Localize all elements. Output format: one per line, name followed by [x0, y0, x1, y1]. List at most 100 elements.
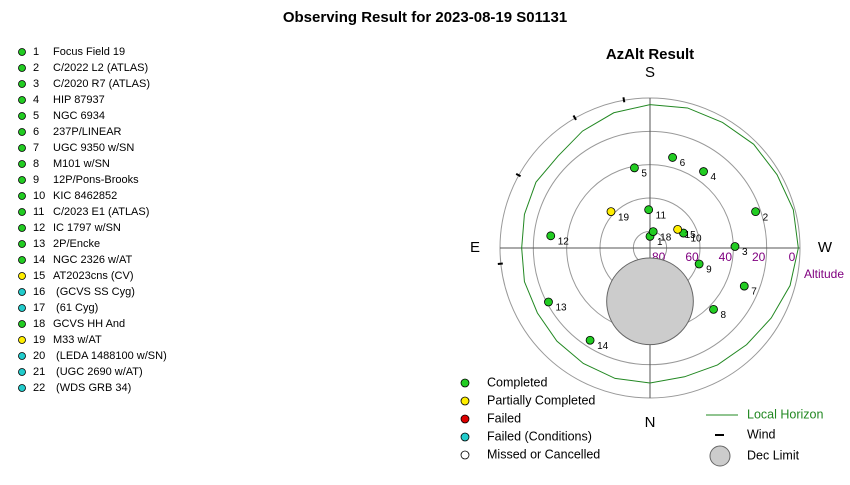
- altitude-tick-label: 60: [685, 250, 699, 264]
- target-id: 7: [33, 142, 39, 154]
- target-point: [739, 281, 749, 291]
- target-id: 2: [33, 62, 39, 74]
- direction-label: N: [645, 414, 656, 431]
- target-name: NGC 6934: [53, 110, 105, 122]
- target-id: 20: [33, 350, 45, 362]
- target-point: [648, 227, 658, 237]
- legend-marker: [460, 450, 470, 460]
- wind-mark: [572, 114, 577, 121]
- legend-label: Local Horizon: [747, 407, 823, 421]
- status-dot: [18, 192, 26, 200]
- wind-mark: [515, 172, 522, 178]
- wind-mark: [622, 97, 626, 103]
- legend-label: Partially Completed: [487, 393, 595, 407]
- status-dot: [18, 240, 26, 248]
- target-id: 3: [33, 78, 39, 90]
- target-name: GCVS HH And: [53, 318, 125, 330]
- target-name: IC 1797 w/SN: [53, 222, 121, 234]
- point-label: 9: [706, 265, 712, 276]
- target-point: [751, 207, 760, 217]
- target-point: [694, 259, 704, 269]
- target-point: [630, 163, 639, 173]
- target-name: HIP 87937: [53, 94, 105, 106]
- status-dot: [18, 96, 26, 104]
- direction-label: E: [470, 239, 480, 256]
- point-label: 14: [597, 341, 609, 352]
- legend-marker: [460, 378, 470, 388]
- legend-label: Completed: [487, 375, 547, 389]
- legend-marker: [460, 432, 470, 442]
- status-dot: [18, 80, 26, 88]
- point-label: 13: [555, 303, 567, 314]
- status-dot: [18, 208, 26, 216]
- dec-limit: [606, 257, 694, 346]
- target-point: [673, 224, 683, 234]
- target-id: 21: [33, 366, 45, 378]
- target-id: 15: [33, 270, 45, 282]
- point-label: 6: [680, 158, 686, 169]
- target-id: 17: [33, 302, 45, 314]
- legend-marker: [460, 414, 470, 424]
- target-name: UGC 9350 w/SN: [53, 142, 134, 154]
- target-name: NGC 2326 w/AT: [53, 254, 133, 266]
- status-dot: [18, 352, 26, 360]
- target-id: 12: [33, 222, 45, 234]
- target-id: 11: [33, 206, 44, 218]
- status-dot: [18, 336, 26, 344]
- status-dot: [18, 144, 26, 152]
- point-label: 10: [690, 234, 702, 245]
- target-point: [546, 231, 556, 241]
- altitude-tick-label: 40: [719, 250, 733, 264]
- legend-marker: [460, 396, 470, 406]
- status-dot: [18, 384, 26, 392]
- point-label: 11: [656, 210, 667, 221]
- target-name: KIC 8462852: [53, 190, 117, 202]
- target-name: 2P/Encke: [53, 238, 100, 250]
- local-horizon: [521, 104, 799, 384]
- target-name: (LEDA 1488100 w/SN): [53, 350, 167, 362]
- status-dot: [18, 320, 26, 328]
- target-id: 4: [33, 94, 39, 106]
- direction-label: W: [818, 239, 833, 256]
- target-name: C/2023 E1 (ATLAS): [53, 206, 149, 218]
- legend-label: Failed: [487, 411, 521, 425]
- target-point: [606, 207, 616, 217]
- target-name: (61 Cyg): [53, 302, 98, 314]
- wind-mark: [497, 262, 503, 265]
- altitude-label: Altitude: [804, 267, 844, 281]
- legend-label: Missed or Cancelled: [487, 447, 600, 461]
- target-point: [544, 297, 553, 307]
- target-id: 18: [33, 318, 45, 330]
- target-name: C/2022 L2 (ATLAS): [53, 62, 148, 74]
- altitude-tick-label: 20: [752, 250, 766, 264]
- target-name: C/2020 R7 (ATLAS): [53, 78, 150, 90]
- target-id: 9: [33, 174, 39, 186]
- legend-label: Dec Limit: [747, 448, 800, 462]
- target-name: 237P/LINEAR: [53, 126, 122, 138]
- target-id: 6: [33, 126, 39, 138]
- point-label: 7: [751, 287, 757, 298]
- target-point: [644, 205, 654, 215]
- point-label: 18: [660, 232, 672, 243]
- target-id: 13: [33, 238, 45, 250]
- target-name: M33 w/AT: [53, 334, 102, 346]
- point-label: 8: [721, 310, 727, 321]
- status-dot: [18, 304, 26, 312]
- point-label: 1: [657, 237, 663, 248]
- target-id: 8: [33, 158, 39, 170]
- target-point: [730, 242, 740, 251]
- target-point: [709, 304, 718, 314]
- target-name: 12P/Pons-Brooks: [53, 174, 139, 186]
- legend-label: Wind: [747, 427, 776, 441]
- point-label: 4: [711, 172, 717, 183]
- legend-marker: [709, 445, 731, 467]
- target-id: 16: [33, 286, 45, 298]
- target-name: AT2023cns (CV): [53, 270, 134, 282]
- status-dot: [18, 48, 26, 56]
- point-label: 5: [641, 168, 647, 179]
- target-id: 14: [33, 254, 45, 266]
- target-name: (WDS GRB 34): [53, 382, 131, 394]
- point-label: 15: [685, 230, 697, 241]
